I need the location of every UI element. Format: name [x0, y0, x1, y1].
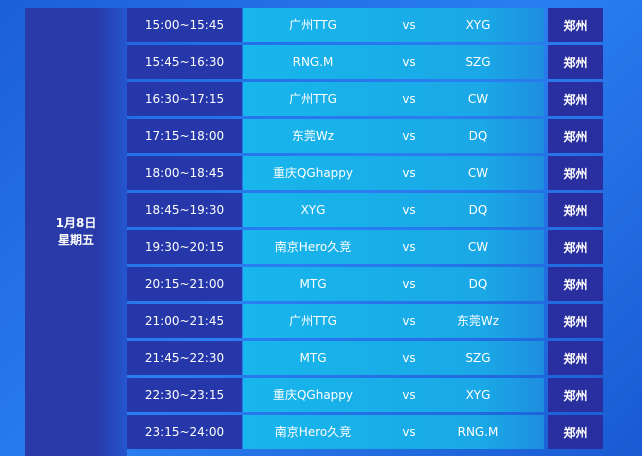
table-row: 19:30~20:15 南京Hero久竞 vs CW 郑州 — [127, 230, 603, 264]
team-1: 广州TTG — [289, 18, 337, 32]
match-time: 15:00~15:45 — [127, 8, 242, 42]
match-time: 18:45~19:30 — [127, 193, 242, 227]
match-cell: 广州TTG vs CW — [243, 82, 544, 116]
venue: 郑州 — [548, 193, 603, 227]
team-1: RNG.M — [292, 55, 334, 69]
team-1: 广州TTG — [289, 314, 337, 328]
match-time: 15:45~16:30 — [127, 45, 242, 79]
venue: 郑州 — [548, 45, 603, 79]
team-2: DQ — [468, 277, 488, 291]
team-1: 东莞Wz — [291, 129, 335, 143]
match-time: 19:30~20:15 — [127, 230, 242, 264]
match-cell: 南京Hero久竞 vs RNG.M — [243, 415, 544, 449]
venue: 郑州 — [548, 8, 603, 42]
table-row: 15:45~16:30 RNG.M vs SZG 郑州 — [127, 45, 603, 79]
match-cell: 广州TTG vs 东莞Wz — [243, 304, 544, 338]
vs-label: vs — [402, 240, 416, 254]
venue: 郑州 — [548, 230, 603, 264]
team-2: DQ — [468, 129, 488, 143]
match-time: 22:30~23:15 — [127, 378, 242, 412]
team-2: XYG — [465, 388, 491, 402]
venue: 郑州 — [548, 156, 603, 190]
match-cell: MTG vs DQ — [243, 267, 544, 301]
match-cell: 广州TTG vs XYG — [243, 8, 544, 42]
vs-label: vs — [402, 388, 416, 402]
team-2: 东莞Wz — [456, 314, 500, 328]
vs-label: vs — [402, 277, 416, 291]
match-cell: 南京Hero久竞 vs CW — [243, 230, 544, 264]
table-row: 20:15~21:00 MTG vs DQ 郑州 — [127, 267, 603, 301]
venue: 郑州 — [548, 378, 603, 412]
vs-label: vs — [402, 55, 416, 69]
match-time: 18:00~18:45 — [127, 156, 242, 190]
match-cell: 重庆QGhappy vs CW — [243, 156, 544, 190]
table-row: 18:00~18:45 重庆QGhappy vs CW 郑州 — [127, 156, 603, 190]
team-1: 南京Hero久竞 — [274, 240, 352, 254]
venue: 郑州 — [548, 267, 603, 301]
table-row: 23:15~24:00 南京Hero久竞 vs RNG.M 郑州 — [127, 415, 603, 449]
team-2: XYG — [465, 18, 491, 32]
table-row: 22:30~23:15 重庆QGhappy vs XYG 郑州 — [127, 378, 603, 412]
team-1: 广州TTG — [289, 92, 337, 106]
venue: 郑州 — [548, 304, 603, 338]
vs-label: vs — [402, 18, 416, 32]
table-row: 21:00~21:45 广州TTG vs 东莞Wz 郑州 — [127, 304, 603, 338]
match-time: 17:15~18:00 — [127, 119, 242, 153]
table-row: 18:45~19:30 XYG vs DQ 郑州 — [127, 193, 603, 227]
team-1: 南京Hero久竞 — [274, 425, 352, 439]
date-day: 1月8日 — [55, 216, 97, 230]
team-1: XYG — [300, 203, 326, 217]
match-time: 21:45~22:30 — [127, 341, 242, 375]
date-cell: 1月8日 星期五 — [25, 8, 127, 456]
vs-label: vs — [402, 92, 416, 106]
venue: 郑州 — [548, 341, 603, 375]
venue: 郑州 — [548, 82, 603, 116]
team-1: 重庆QGhappy — [272, 388, 354, 402]
match-cell: MTG vs SZG — [243, 341, 544, 375]
vs-label: vs — [402, 351, 416, 365]
team-2: CW — [467, 166, 489, 180]
team-2: SZG — [465, 55, 491, 69]
team-1: MTG — [299, 277, 327, 291]
team-2: RNG.M — [457, 425, 499, 439]
vs-label: vs — [402, 166, 416, 180]
table-row: 16:30~17:15 广州TTG vs CW 郑州 — [127, 82, 603, 116]
vs-label: vs — [402, 129, 416, 143]
team-1: MTG — [299, 351, 327, 365]
vs-label: vs — [402, 314, 416, 328]
match-cell: XYG vs DQ — [243, 193, 544, 227]
team-2: CW — [467, 92, 489, 106]
team-1: 重庆QGhappy — [272, 166, 354, 180]
match-cell: RNG.M vs SZG — [243, 45, 544, 79]
table-row: 21:45~22:30 MTG vs SZG 郑州 — [127, 341, 603, 375]
match-time: 20:15~21:00 — [127, 267, 242, 301]
team-2: DQ — [468, 203, 488, 217]
match-cell: 重庆QGhappy vs XYG — [243, 378, 544, 412]
match-time: 23:15~24:00 — [127, 415, 242, 449]
match-cell: 东莞Wz vs DQ — [243, 119, 544, 153]
vs-label: vs — [402, 425, 416, 439]
team-2: SZG — [465, 351, 491, 365]
table-row: 17:15~18:00 东莞Wz vs DQ 郑州 — [127, 119, 603, 153]
date-weekday: 星期五 — [57, 233, 94, 247]
match-time: 16:30~17:15 — [127, 82, 242, 116]
table-row: 15:00~15:45 广州TTG vs XYG 郑州 — [127, 8, 603, 42]
team-2: CW — [467, 240, 489, 254]
venue: 郑州 — [548, 415, 603, 449]
match-time: 21:00~21:45 — [127, 304, 242, 338]
venue: 郑州 — [548, 119, 603, 153]
vs-label: vs — [402, 203, 416, 217]
